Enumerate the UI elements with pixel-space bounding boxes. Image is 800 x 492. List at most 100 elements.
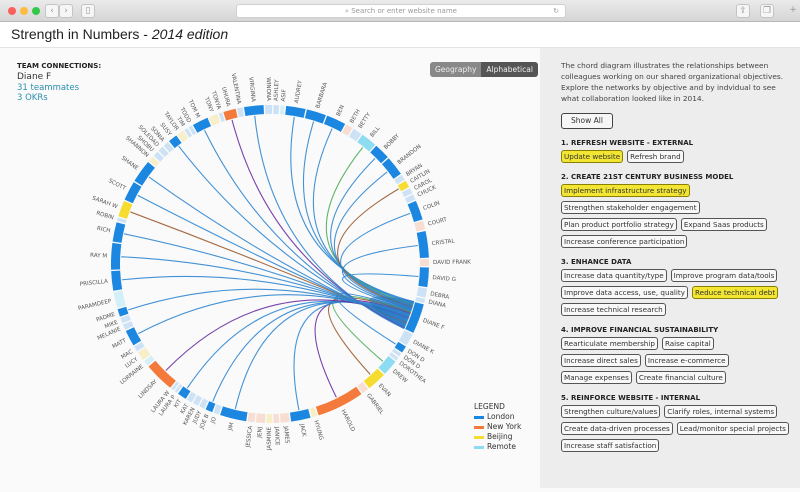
chord-link[interactable]	[302, 121, 415, 304]
person-segment[interactable]	[213, 404, 222, 415]
person-segment[interactable]	[111, 270, 123, 291]
person-label[interactable]: DAVID G	[432, 275, 456, 283]
chord-link[interactable]	[333, 171, 414, 307]
person-segment[interactable]	[205, 401, 216, 413]
close-window-icon[interactable]	[8, 7, 16, 15]
person-label[interactable]: JUDY	[192, 410, 204, 426]
person-segment[interactable]	[391, 348, 402, 357]
person-segment[interactable]	[118, 200, 133, 219]
person-label[interactable]: ASIF	[281, 89, 288, 102]
alphabetical-button[interactable]: Alphabetical	[481, 62, 538, 77]
chord-link[interactable]	[254, 115, 405, 330]
person-segment[interactable]	[418, 267, 429, 288]
okr-tag[interactable]: Increase e-commerce	[644, 354, 729, 367]
person-segment[interactable]	[223, 108, 238, 121]
okr-tag[interactable]: Create data-driven processes	[561, 422, 673, 435]
person-segment[interactable]	[184, 128, 193, 138]
person-segment[interactable]	[117, 306, 129, 317]
person-segment[interactable]	[116, 217, 127, 224]
person-label[interactable]: RICH	[96, 226, 111, 235]
person-label[interactable]: CRISTAL	[431, 238, 455, 247]
person-segment[interactable]	[137, 347, 151, 360]
okr-tag[interactable]: Strengthen culture/values	[561, 405, 661, 418]
person-segment[interactable]	[397, 180, 410, 192]
okr-tag[interactable]: Increase staff satisfaction	[561, 439, 660, 452]
person-segment[interactable]	[247, 412, 256, 423]
person-segment[interactable]	[342, 124, 353, 136]
person-segment[interactable]	[148, 156, 160, 167]
person-segment[interactable]	[273, 105, 280, 115]
person-segment[interactable]	[419, 259, 430, 267]
okr-tag[interactable]: Increase direct sales	[561, 354, 641, 367]
okr-tag[interactable]: Manage expenses	[561, 371, 632, 384]
person-segment[interactable]	[323, 115, 346, 132]
person-label[interactable]: MIKE	[104, 320, 119, 331]
person-segment[interactable]	[378, 356, 396, 374]
person-segment[interactable]	[199, 398, 209, 409]
teammates-link[interactable]: 31 teammates	[17, 83, 80, 93]
person-label[interactable]: RAY M	[90, 253, 108, 260]
person-label[interactable]: JO	[210, 416, 218, 425]
person-label[interactable]: VIRGINIA	[247, 77, 256, 103]
person-segment[interactable]	[309, 407, 318, 418]
person-label[interactable]: JIM	[228, 422, 236, 432]
person-segment[interactable]	[125, 327, 142, 346]
person-label[interactable]: LORRAINE	[119, 364, 145, 387]
person-segment[interactable]	[169, 135, 182, 149]
okr-tag[interactable]: Lead/monitor special projects	[676, 422, 789, 435]
person-segment[interactable]	[405, 302, 424, 333]
person-segment[interactable]	[134, 341, 145, 352]
okrs-link[interactable]: 3 OKRs	[17, 93, 48, 103]
person-label[interactable]: MAC	[120, 349, 134, 361]
person-label[interactable]: SARAH W	[91, 195, 118, 210]
person-label[interactable]: DAVID FRANK	[433, 260, 471, 266]
okr-tag[interactable]: Refresh brand	[627, 150, 684, 163]
person-label[interactable]: SCOTT	[107, 178, 127, 192]
person-segment[interactable]	[112, 222, 126, 243]
person-segment[interactable]	[416, 231, 429, 258]
chord-link[interactable]	[290, 116, 415, 303]
person-segment[interactable]	[122, 321, 134, 330]
person-label[interactable]: JACK	[298, 422, 307, 437]
person-segment[interactable]	[265, 105, 273, 115]
person-label[interactable]: MATT	[111, 338, 128, 351]
person-label[interactable]: HAROLD	[339, 409, 355, 433]
person-segment[interactable]	[315, 386, 362, 416]
okr-tag[interactable]: Strengthen stakeholder engagement	[561, 201, 700, 214]
person-segment[interactable]	[280, 412, 290, 423]
person-segment[interactable]	[404, 194, 416, 204]
person-segment[interactable]	[171, 381, 179, 391]
person-label[interactable]: PADME	[96, 312, 117, 324]
person-label[interactable]: DIANE F	[422, 318, 445, 331]
okr-tag[interactable]: Expand Saas products	[680, 218, 767, 231]
person-segment[interactable]	[110, 242, 122, 270]
tabs-icon[interactable]: ❐	[760, 4, 774, 18]
forward-button[interactable]: ›	[59, 4, 73, 18]
person-label[interactable]: JOE B	[199, 413, 211, 430]
person-label[interactable]: JANICE	[273, 426, 280, 446]
person-segment[interactable]	[177, 130, 189, 143]
person-segment[interactable]	[237, 107, 245, 118]
person-label[interactable]: LINDSAY	[138, 378, 159, 400]
geography-button[interactable]: Geography	[430, 62, 482, 77]
person-label[interactable]: TONY	[202, 96, 214, 114]
person-segment[interactable]	[285, 105, 306, 118]
person-segment[interactable]	[218, 112, 225, 123]
okr-tag[interactable]: Raise capital	[661, 337, 714, 350]
person-segment[interactable]	[414, 220, 426, 232]
back-button[interactable]: ‹	[45, 4, 59, 18]
person-segment[interactable]	[381, 158, 401, 179]
minimize-window-icon[interactable]	[20, 7, 28, 15]
sidebar-toggle-icon[interactable]: ▯	[81, 4, 95, 18]
person-segment[interactable]	[243, 105, 264, 117]
person-label[interactable]: BEN	[336, 104, 346, 117]
person-segment[interactable]	[363, 368, 384, 389]
show-all-button[interactable]: Show All	[561, 113, 613, 129]
person-segment[interactable]	[401, 188, 413, 198]
okr-tag[interactable]: Implement infrastructure strategy	[561, 184, 690, 197]
person-label[interactable]: COLIN	[422, 200, 440, 212]
okr-tag[interactable]: Improve program data/tools	[670, 269, 778, 282]
person-label[interactable]: HYUNG	[312, 420, 323, 441]
okr-tag[interactable]: Increase conference participation	[561, 235, 688, 248]
person-label[interactable]: JESSICA	[245, 425, 254, 448]
